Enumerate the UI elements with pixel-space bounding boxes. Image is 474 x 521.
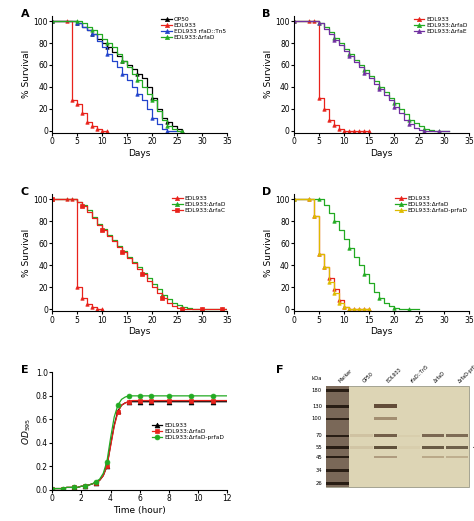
Text: 130: 130: [312, 404, 322, 408]
Text: ΔrfaD-prfaD: ΔrfaD-prfaD: [457, 359, 474, 384]
Text: 55: 55: [315, 445, 322, 450]
Y-axis label: % Survival: % Survival: [22, 50, 31, 98]
Bar: [398, 446, 420, 449]
Bar: [326, 405, 349, 407]
Text: Marker: Marker: [337, 368, 353, 384]
Bar: [326, 417, 349, 420]
Legend: OP50, EDL933, EDL933 rfaD::Tn5, EDL933:ΔrfaD: OP50, EDL933, EDL933 rfaD::Tn5, EDL933:Δ…: [161, 17, 226, 41]
Bar: [326, 446, 349, 449]
Text: C: C: [20, 187, 29, 197]
Bar: [326, 469, 349, 472]
Bar: [374, 434, 397, 438]
Text: E: E: [20, 365, 28, 375]
Text: B: B: [263, 8, 271, 19]
Bar: [326, 482, 349, 485]
Text: 34: 34: [315, 468, 322, 473]
Text: rfaD::Tn5: rfaD::Tn5: [410, 364, 429, 384]
Bar: [326, 435, 349, 437]
Text: 180: 180: [312, 388, 322, 393]
Legend: EDL933, EDL933:ΔrfaD, EDL933:ΔrfaD-prfaD: EDL933, EDL933:ΔrfaD, EDL933:ΔrfaD-prfaD: [395, 195, 468, 213]
Bar: [446, 456, 468, 458]
X-axis label: Time (hour): Time (hour): [113, 506, 166, 515]
Bar: [374, 445, 397, 449]
Bar: [446, 434, 468, 438]
X-axis label: Days: Days: [128, 149, 151, 158]
Bar: [422, 445, 445, 449]
Text: A: A: [20, 8, 29, 19]
Bar: [422, 456, 445, 458]
X-axis label: Days: Days: [128, 327, 151, 337]
Bar: [446, 445, 468, 449]
Text: OP50: OP50: [362, 371, 374, 384]
Legend: EDL933, EDL933:ΔrfaD, EDL933:ΔrfaE: EDL933, EDL933:ΔrfaD, EDL933:ΔrfaE: [413, 17, 468, 35]
Bar: [374, 417, 397, 420]
Text: kDa: kDa: [312, 376, 322, 381]
Bar: [326, 387, 469, 487]
Bar: [326, 387, 349, 487]
Y-axis label: % Survival: % Survival: [264, 50, 273, 98]
Y-axis label: % Survival: % Survival: [264, 229, 273, 277]
X-axis label: Days: Days: [371, 327, 393, 337]
Bar: [374, 456, 397, 458]
Text: 45: 45: [315, 454, 322, 460]
Text: F: F: [276, 365, 284, 375]
Bar: [350, 435, 373, 437]
Bar: [350, 446, 373, 449]
Text: ΔrfaD: ΔrfaD: [433, 370, 447, 384]
Bar: [374, 404, 397, 408]
X-axis label: Days: Days: [371, 149, 393, 158]
Text: 26: 26: [315, 481, 322, 486]
Legend: EDL933, EDL933:ΔrfaD, EDL933:ΔrfaD-prfaD: EDL933, EDL933:ΔrfaD, EDL933:ΔrfaD-prfaD: [151, 422, 225, 440]
Text: EDL933: EDL933: [385, 367, 402, 384]
Text: 70: 70: [315, 433, 322, 438]
Bar: [422, 434, 445, 438]
Y-axis label: % Survival: % Survival: [22, 229, 31, 277]
Legend: EDL933, EDL933:ΔrfaD, EDL933:ΔrfaC: EDL933, EDL933:ΔrfaD, EDL933:ΔrfaC: [172, 195, 226, 213]
Y-axis label: OD$_{595}$: OD$_{595}$: [20, 417, 33, 445]
Bar: [326, 389, 349, 392]
Text: D: D: [263, 187, 272, 197]
Bar: [326, 456, 349, 458]
Bar: [398, 435, 420, 437]
Text: 100: 100: [312, 416, 322, 421]
